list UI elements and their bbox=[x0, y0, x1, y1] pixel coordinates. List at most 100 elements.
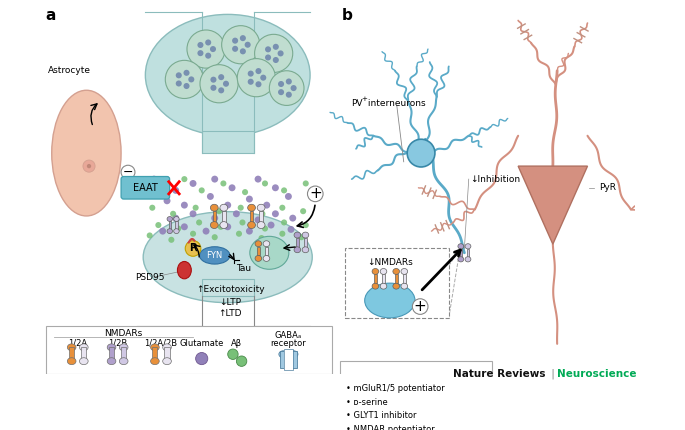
Circle shape bbox=[279, 205, 286, 211]
Ellipse shape bbox=[248, 221, 256, 228]
Circle shape bbox=[184, 70, 190, 76]
Circle shape bbox=[224, 202, 231, 209]
Circle shape bbox=[147, 233, 153, 239]
Ellipse shape bbox=[108, 358, 116, 365]
Circle shape bbox=[288, 226, 295, 233]
Circle shape bbox=[218, 87, 224, 93]
Ellipse shape bbox=[174, 217, 179, 221]
Text: interneurons: interneurons bbox=[364, 99, 425, 108]
Circle shape bbox=[285, 193, 292, 200]
Ellipse shape bbox=[302, 247, 309, 253]
Text: 1/2B: 1/2B bbox=[108, 339, 127, 347]
Ellipse shape bbox=[163, 358, 171, 365]
Circle shape bbox=[210, 85, 216, 91]
Ellipse shape bbox=[393, 283, 399, 289]
Ellipse shape bbox=[289, 351, 298, 358]
Circle shape bbox=[199, 187, 205, 194]
Ellipse shape bbox=[67, 358, 76, 365]
Circle shape bbox=[176, 72, 182, 78]
Ellipse shape bbox=[257, 221, 265, 228]
Circle shape bbox=[185, 241, 201, 256]
Ellipse shape bbox=[255, 255, 262, 261]
Circle shape bbox=[232, 38, 238, 44]
Text: P: P bbox=[190, 243, 197, 253]
Ellipse shape bbox=[401, 283, 408, 289]
Text: 1/2A/2B: 1/2A/2B bbox=[145, 339, 177, 347]
Circle shape bbox=[190, 210, 197, 217]
Circle shape bbox=[160, 189, 166, 195]
Circle shape bbox=[165, 60, 203, 98]
Ellipse shape bbox=[257, 204, 265, 211]
Text: • NMDAR potentiator: • NMDAR potentiator bbox=[346, 425, 434, 430]
Bar bbox=[340, 361, 492, 430]
Circle shape bbox=[222, 26, 260, 64]
Bar bbox=[152, 347, 158, 359]
Ellipse shape bbox=[143, 212, 312, 303]
Circle shape bbox=[211, 215, 219, 221]
Circle shape bbox=[281, 219, 287, 225]
Circle shape bbox=[245, 42, 251, 48]
Bar bbox=[175, 221, 177, 229]
Circle shape bbox=[205, 40, 211, 46]
Circle shape bbox=[303, 181, 309, 187]
Circle shape bbox=[172, 215, 179, 221]
Text: EAAT: EAAT bbox=[133, 183, 158, 193]
Circle shape bbox=[237, 58, 275, 97]
Circle shape bbox=[255, 175, 262, 183]
Circle shape bbox=[278, 89, 284, 95]
Text: ↓Inhibition: ↓Inhibition bbox=[471, 175, 521, 184]
Ellipse shape bbox=[108, 344, 116, 351]
Ellipse shape bbox=[220, 204, 227, 211]
Circle shape bbox=[159, 227, 166, 235]
Circle shape bbox=[246, 227, 253, 235]
Text: Astrocyte: Astrocyte bbox=[48, 66, 91, 75]
Circle shape bbox=[197, 42, 203, 48]
Text: a: a bbox=[46, 8, 56, 23]
Ellipse shape bbox=[248, 204, 256, 211]
Circle shape bbox=[272, 184, 279, 191]
Ellipse shape bbox=[163, 344, 171, 351]
Circle shape bbox=[121, 165, 135, 179]
Bar bbox=[257, 247, 260, 255]
Text: +: + bbox=[414, 299, 427, 314]
Bar bbox=[284, 349, 292, 370]
Circle shape bbox=[188, 77, 195, 83]
Ellipse shape bbox=[263, 255, 270, 261]
Text: PSD95: PSD95 bbox=[135, 273, 164, 282]
Ellipse shape bbox=[119, 358, 128, 365]
Text: PyR: PyR bbox=[599, 183, 616, 192]
Text: +: + bbox=[361, 96, 367, 102]
Circle shape bbox=[164, 197, 171, 204]
Circle shape bbox=[289, 215, 296, 221]
Circle shape bbox=[258, 235, 264, 241]
Ellipse shape bbox=[167, 217, 173, 221]
Circle shape bbox=[197, 50, 203, 56]
Bar bbox=[382, 274, 385, 283]
Circle shape bbox=[218, 74, 224, 80]
Ellipse shape bbox=[458, 257, 464, 262]
Circle shape bbox=[236, 356, 247, 366]
Text: PV: PV bbox=[351, 99, 362, 108]
Bar bbox=[304, 238, 307, 247]
Circle shape bbox=[412, 299, 428, 314]
Bar bbox=[374, 274, 377, 283]
Circle shape bbox=[240, 48, 246, 54]
Text: Nature Reviews: Nature Reviews bbox=[453, 369, 546, 379]
Bar bbox=[265, 247, 268, 255]
Circle shape bbox=[256, 81, 262, 87]
Circle shape bbox=[83, 160, 95, 172]
Text: |: | bbox=[547, 369, 558, 380]
Ellipse shape bbox=[401, 268, 408, 274]
Circle shape bbox=[196, 219, 202, 225]
Ellipse shape bbox=[372, 268, 379, 274]
Bar bbox=[296, 238, 299, 247]
Bar bbox=[69, 347, 74, 359]
Circle shape bbox=[190, 180, 197, 187]
Circle shape bbox=[277, 50, 284, 56]
Bar bbox=[260, 211, 263, 221]
Bar bbox=[290, 351, 297, 368]
Circle shape bbox=[273, 57, 279, 63]
Circle shape bbox=[200, 64, 238, 103]
Circle shape bbox=[236, 231, 242, 237]
Circle shape bbox=[227, 349, 238, 359]
